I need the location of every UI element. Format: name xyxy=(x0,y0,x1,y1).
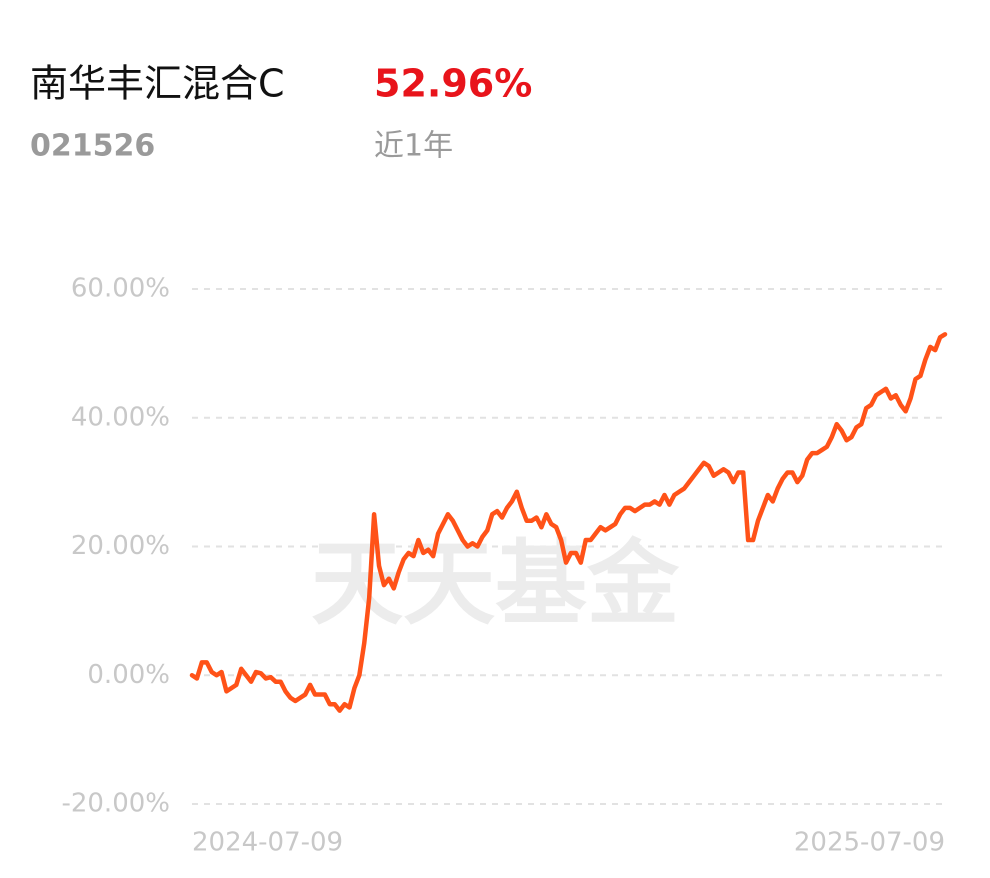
y-tick-label: -20.00% xyxy=(61,789,170,819)
y-tick-label: 60.00% xyxy=(71,274,170,304)
x-tick-label: 2025-07-09 xyxy=(794,828,945,858)
return: 52.96% xyxy=(374,62,532,106)
y-tick-label: 20.00% xyxy=(71,531,170,561)
fund-name: 南华丰汇混合C xyxy=(30,62,285,106)
line xyxy=(189,332,948,713)
y-tick-label: 40.00% xyxy=(71,402,170,432)
fund-code: 021526 xyxy=(30,129,155,164)
x-tick-label: 2024-07-09 xyxy=(192,828,343,858)
y-tick-label: 0.00% xyxy=(87,660,170,690)
period: 近1年 xyxy=(374,129,453,164)
